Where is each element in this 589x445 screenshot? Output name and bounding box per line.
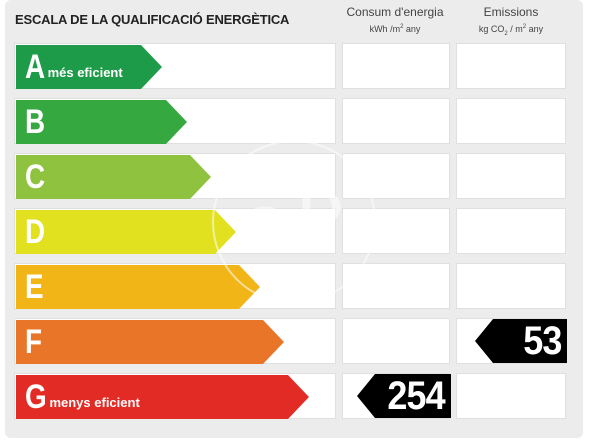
emissions-unit: kg CO2 / m2 any bbox=[478, 24, 544, 37]
rating-arrow-e: E bbox=[16, 265, 260, 309]
rating-arrow-c: C bbox=[16, 155, 211, 199]
consumption-cell bbox=[342, 318, 450, 364]
consumption-rating-marker: 254 bbox=[357, 374, 451, 418]
emissions-column-header: Emissions kg CO2 / m2 any bbox=[456, 4, 566, 41]
rating-row-e: E bbox=[10, 263, 570, 311]
emissions-value: 53 bbox=[522, 319, 562, 363]
emissions-cell bbox=[456, 43, 566, 89]
consumption-column-header: Consum d'energia kWh /m2 any bbox=[340, 4, 450, 36]
rating-letter: G bbox=[25, 378, 47, 416]
consumption-label: Consum d'energia bbox=[346, 5, 444, 19]
rating-row-b: B bbox=[10, 98, 570, 146]
rating-description: més eficient bbox=[47, 64, 123, 80]
rating-row-f: F 53 bbox=[10, 318, 570, 366]
scale-cell: G menys eficient bbox=[14, 373, 336, 419]
scale-cell: D bbox=[14, 208, 336, 254]
emissions-cell bbox=[456, 208, 566, 254]
emissions-cell bbox=[456, 373, 566, 419]
rating-arrow-b: B bbox=[16, 100, 187, 144]
rating-letter: C bbox=[25, 158, 46, 196]
rating-row-d: D bbox=[10, 208, 570, 256]
rating-letter: D bbox=[25, 213, 46, 251]
rating-row-a: A més eficient bbox=[10, 43, 570, 91]
emissions-rating-marker: 53 bbox=[475, 319, 567, 363]
emissions-cell bbox=[456, 98, 566, 144]
consumption-cell bbox=[342, 263, 450, 309]
emissions-cell bbox=[456, 263, 566, 309]
page-title: ESCALA DE LA QUALIFICACIÓ ENERGÈTICA bbox=[15, 12, 290, 27]
rating-letter: E bbox=[25, 268, 44, 306]
consumption-cell bbox=[342, 98, 450, 144]
rating-letter: A bbox=[25, 48, 46, 86]
consumption-cell bbox=[342, 153, 450, 199]
rating-arrow-f: F bbox=[16, 320, 284, 364]
scale-cell: B bbox=[14, 98, 336, 144]
scale-cell: F bbox=[14, 318, 336, 364]
rating-letter: B bbox=[25, 103, 46, 141]
scale-cell: A més eficient bbox=[14, 43, 336, 89]
scale-cell: C bbox=[14, 153, 336, 199]
emissions-label: Emissions bbox=[483, 5, 539, 19]
consumption-cell: 254 bbox=[342, 373, 451, 419]
rating-arrow-d: D bbox=[16, 210, 236, 254]
emissions-cell: 53 bbox=[456, 318, 567, 364]
rating-arrow-g: G menys eficient bbox=[16, 375, 309, 419]
rating-arrow-a: A més eficient bbox=[16, 45, 162, 89]
rating-row-c: C bbox=[10, 153, 570, 201]
consumption-cell bbox=[342, 208, 450, 254]
consumption-value: 254 bbox=[387, 374, 446, 418]
consumption-cell bbox=[342, 43, 450, 89]
rating-letter: F bbox=[25, 323, 43, 361]
emissions-cell bbox=[456, 153, 566, 199]
consumption-unit: kWh /m2 any bbox=[369, 24, 421, 34]
rating-description: menys eficient bbox=[49, 394, 140, 410]
scale-cell: E bbox=[14, 263, 336, 309]
rating-row-g: G menys eficient 254 bbox=[10, 373, 570, 421]
